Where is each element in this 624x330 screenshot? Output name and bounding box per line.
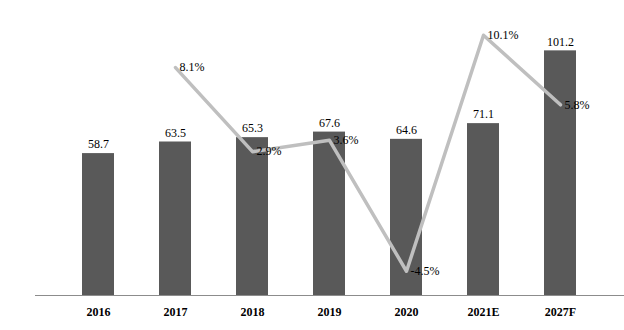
svg-text:8.1%: 8.1% [180, 60, 205, 74]
svg-text:2018: 2018 [241, 305, 265, 319]
svg-text:2027F: 2027F [545, 305, 576, 319]
svg-text:2.9%: 2.9% [257, 144, 282, 158]
svg-text:2021E: 2021E [467, 305, 499, 319]
svg-text:2020: 2020 [395, 305, 419, 319]
svg-text:58.7: 58.7 [88, 137, 109, 151]
svg-text:10.1%: 10.1% [488, 28, 519, 42]
svg-text:101.2: 101.2 [547, 35, 574, 49]
svg-text:3.6%: 3.6% [334, 133, 359, 147]
svg-text:63.5: 63.5 [165, 126, 186, 140]
svg-text:-4.5%: -4.5% [411, 264, 440, 278]
svg-text:67.6: 67.6 [319, 116, 340, 130]
svg-text:71.1: 71.1 [473, 107, 494, 121]
svg-text:2016: 2016 [87, 305, 111, 319]
svg-text:5.8%: 5.8% [565, 98, 590, 112]
svg-text:2017: 2017 [164, 305, 188, 319]
svg-text:64.6: 64.6 [396, 123, 417, 137]
svg-text:65.3: 65.3 [242, 121, 263, 135]
svg-text:2019: 2019 [318, 305, 342, 319]
